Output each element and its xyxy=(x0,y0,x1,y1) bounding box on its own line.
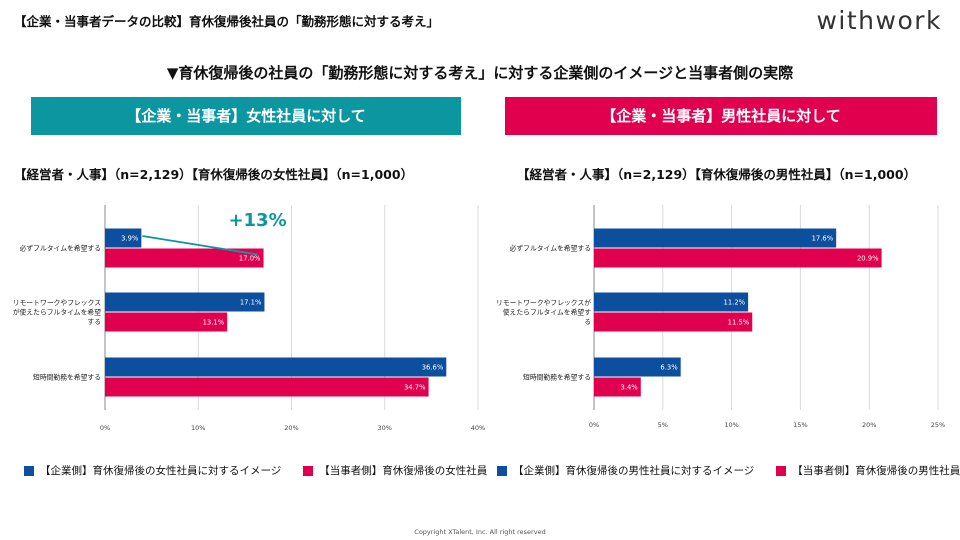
right-bar-value-label: 20.9% xyxy=(857,255,879,263)
left-x-tick-label: 40% xyxy=(471,424,485,432)
right-x-tick-label: 25% xyxy=(931,421,945,429)
left-x-tick-label: 20% xyxy=(284,424,298,432)
copyright-footer: Copyright XTalent, Inc. All right reserv… xyxy=(414,528,546,536)
left-category-label: リモートワークやフレックス xyxy=(13,299,101,307)
left-annotation-text: +13% xyxy=(228,210,286,231)
right-bar-company xyxy=(594,292,749,312)
left-bar-value-label: 13.1% xyxy=(203,319,225,327)
right-bar-value-label: 11.2% xyxy=(724,299,746,307)
left-legend-employee: 【当事者側】育休復帰後の女性社員 xyxy=(303,463,487,478)
page-top-title: 【企業・当事者データの比較】育休復帰後社員の「勤務形態に対する考え」 xyxy=(14,14,440,29)
left-bar-company xyxy=(105,228,142,248)
right-bar-employee xyxy=(594,377,641,397)
left-bar-employee xyxy=(105,248,264,268)
left-bar-value-label: 3.9% xyxy=(121,235,139,243)
right-x-tick-label: 10% xyxy=(724,421,738,429)
legend-swatch-company xyxy=(497,465,507,476)
brand-logo: withwork xyxy=(816,6,942,35)
right-x-tick-label: 5% xyxy=(658,421,668,429)
right-category-label: 必ずフルタイムを希望する xyxy=(510,244,591,253)
left-legend-company: 【企業側】育休復帰後の女性社員に対するイメージ xyxy=(24,463,281,478)
right-legend-company-label: 【企業側】育休復帰後の男性社員に対するイメージ xyxy=(513,465,755,477)
right-bar-company xyxy=(594,357,681,377)
right-legend: 【企業側】育休復帰後の男性社員に対するイメージ 【当事者側】育休復帰後の男性社員 xyxy=(497,463,960,478)
left-legend: 【企業側】育休復帰後の女性社員に対するイメージ 【当事者側】育休復帰後の女性社員 xyxy=(24,463,509,478)
right-panel-subtitle: 【経営者・人事】（n=2,129）【育休復帰後の男性社員】（n=1,000） xyxy=(517,167,917,182)
right-bar-employee xyxy=(594,312,753,332)
left-x-tick-label: 30% xyxy=(378,424,392,432)
right-legend-employee-label: 【当事者側】育休復帰後の男性社員 xyxy=(792,465,960,477)
right-panel-banner: 【企業・当事者】男性社員に対して xyxy=(505,97,937,135)
right-category-label: リモートワークやフレックスが xyxy=(496,298,591,307)
left-annotation-line xyxy=(142,235,258,256)
right-bar-company xyxy=(594,228,837,248)
left-bar-company xyxy=(105,292,265,312)
left-category-label: する xyxy=(87,318,101,326)
right-category-label: 短時間勤務を希望する xyxy=(523,373,591,382)
right-bar-value-label: 6.3% xyxy=(660,364,678,372)
right-legend-employee: 【当事者側】育休復帰後の男性社員 xyxy=(776,463,960,478)
right-category-label: る xyxy=(584,318,591,326)
main-title: ▼育休復帰後の社員の「勤務形態に対する考え」に対する企業側のイメージと当事者側の… xyxy=(166,64,794,82)
right-bar-value-label: 11.5% xyxy=(728,319,750,327)
right-x-tick-label: 0% xyxy=(589,421,599,429)
legend-swatch-employee xyxy=(776,465,787,476)
right-x-tick-label: 15% xyxy=(793,421,807,429)
left-panel-subtitle: 【経営者・人事】（n=2,129）【育休復帰後の女性社員】（n=1,000） xyxy=(14,167,414,182)
left-bar-value-label: 34.7% xyxy=(404,384,426,392)
legend-swatch-company xyxy=(24,465,34,476)
left-x-tick-label: 10% xyxy=(191,424,205,432)
left-bar-employee xyxy=(105,377,429,397)
left-legend-company-label: 【企業側】育休復帰後の女性社員に対するイメージ xyxy=(40,465,282,477)
left-bar-employee xyxy=(105,312,228,332)
right-category-label: 使えたらフルタイムを希望す xyxy=(503,308,591,317)
left-category-label: が使えたらフルタイムを希望 xyxy=(13,308,101,317)
left-legend-employee-label: 【当事者側】育休復帰後の女性社員 xyxy=(319,465,488,477)
right-bar-value-label: 17.6% xyxy=(812,235,834,243)
left-bar-value-label: 17.1% xyxy=(240,299,262,307)
left-category-label: 短時間勤務を希望する xyxy=(33,373,101,382)
right-legend-company: 【企業側】育休復帰後の男性社員に対するイメージ xyxy=(497,463,754,478)
legend-swatch-employee xyxy=(303,465,314,476)
right-x-tick-label: 20% xyxy=(862,421,876,429)
left-bar-company xyxy=(105,357,447,377)
left-x-tick-label: 0% xyxy=(100,424,110,432)
right-bar-value-label: 3.4% xyxy=(621,384,639,392)
left-bar-value-label: 17.0% xyxy=(239,255,261,263)
left-panel-banner: 【企業・当事者】女性社員に対して xyxy=(31,97,461,135)
right-bar-employee xyxy=(594,248,882,268)
left-bar-value-label: 36.6% xyxy=(422,364,444,372)
left-category-label: 必ずフルタイムを希望する xyxy=(20,244,101,253)
